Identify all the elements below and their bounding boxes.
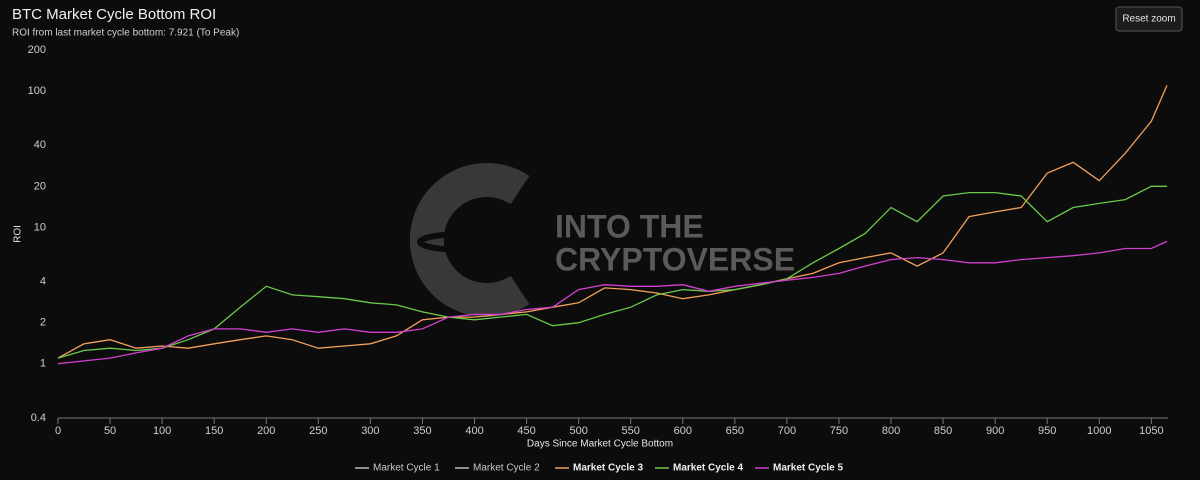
- series-line: [57, 185, 1167, 359]
- x-tick-label: 900: [986, 425, 1004, 437]
- x-tick-label: 700: [778, 425, 796, 437]
- x-tick-label: 100: [153, 425, 171, 437]
- chart-title: BTC Market Cycle Bottom ROI: [12, 6, 216, 23]
- x-tick-label: 0: [55, 425, 61, 437]
- button-label[interactable]: Reset zoom: [1122, 14, 1175, 25]
- legend-label[interactable]: Market Cycle 1: [373, 463, 440, 474]
- chart-subtitle: ROI from last market cycle bottom: 7.921…: [12, 28, 239, 39]
- x-tick-label: 450: [517, 425, 535, 437]
- legend-label[interactable]: Market Cycle 2: [473, 463, 540, 474]
- x-tick-label: 750: [830, 425, 848, 437]
- x-tick-label: 50: [104, 425, 116, 437]
- reset-zoom-button[interactable]: Reset zoom: [1115, 6, 1183, 32]
- legend-label[interactable]: Market Cycle 3: [573, 463, 643, 474]
- x-tick-label: 1000: [1087, 425, 1111, 437]
- x-tick-label: 250: [309, 425, 327, 437]
- y-tick-label: 2: [40, 317, 46, 329]
- legend-label[interactable]: Market Cycle 4: [673, 463, 743, 474]
- y-tick-label: 100: [28, 85, 46, 97]
- x-tick-label: 850: [934, 425, 952, 437]
- legend-item[interactable]: Market Cycle 5: [755, 463, 843, 474]
- y-tick-label: 10: [34, 221, 46, 233]
- legend-label[interactable]: Market Cycle 5: [773, 463, 843, 474]
- x-tick-label: 300: [361, 425, 379, 437]
- y-tick-label: 40: [34, 139, 46, 151]
- y-tick-label: 4: [40, 276, 46, 288]
- button-frame[interactable]: [1115, 6, 1183, 32]
- y-tick-label: 0.4: [31, 412, 46, 424]
- x-tick-label: 650: [726, 425, 744, 437]
- x-tick-label: 400: [465, 425, 483, 437]
- legend-item[interactable]: Market Cycle 4: [655, 463, 743, 474]
- x-tick-label: 600: [674, 425, 692, 437]
- x-tick-label: 550: [622, 425, 640, 437]
- x-tick-label: 500: [569, 425, 587, 437]
- series-line: [57, 85, 1168, 359]
- y-axis-label: ROI: [13, 225, 24, 243]
- legend-item[interactable]: Market Cycle 2: [455, 463, 540, 474]
- logo-ring: [417, 231, 513, 253]
- watermark-text: CRYPTOVERSE: [555, 241, 795, 277]
- y-tick-label: 20: [34, 180, 46, 192]
- watermark-text: INTO THE: [555, 208, 704, 244]
- x-tick-label: 950: [1038, 425, 1056, 437]
- x-tick-label: 150: [205, 425, 223, 437]
- x-axis-label: Days Since Market Cycle Bottom: [527, 439, 673, 450]
- y-tick-label: 1: [40, 358, 46, 370]
- x-tick-label: 350: [413, 425, 431, 437]
- x-tick-label: 800: [882, 425, 900, 437]
- y-tick-label: 200: [28, 44, 46, 56]
- series-line: [57, 240, 1168, 365]
- legend-item[interactable]: Market Cycle 1: [355, 463, 440, 474]
- watermark-logo: [409, 163, 530, 317]
- legend-item[interactable]: Market Cycle 3: [555, 463, 643, 474]
- x-tick-label: 1050: [1139, 425, 1163, 437]
- x-tick-label: 200: [257, 425, 275, 437]
- logo-arc: [409, 163, 530, 317]
